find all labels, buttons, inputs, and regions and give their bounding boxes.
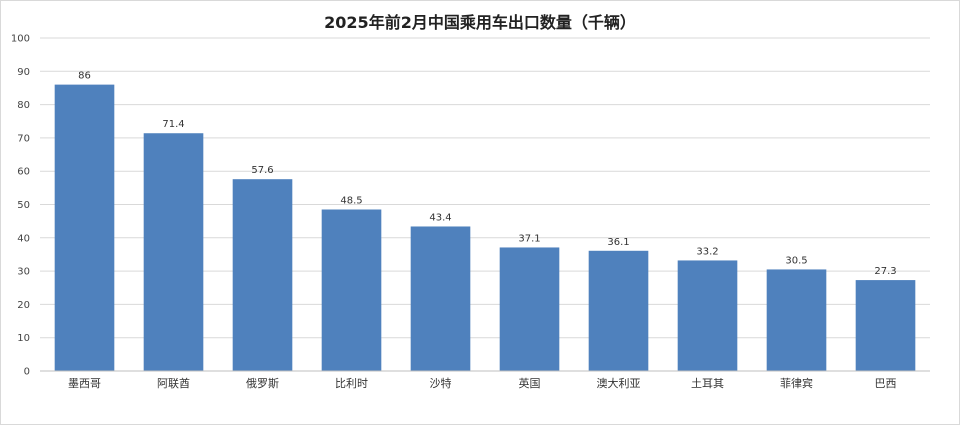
bar	[588, 250, 649, 371]
x-tick-label: 土耳其	[691, 377, 724, 390]
chart-title: 2025年前2月中国乘用车出口数量（千辆）	[324, 13, 636, 32]
bar	[410, 226, 471, 371]
bar	[54, 84, 115, 372]
y-tick-label: 20	[17, 300, 30, 311]
y-tick-label: 50	[17, 200, 30, 211]
y-tick-label: 100	[11, 34, 30, 45]
x-tick-label: 墨西哥	[68, 377, 101, 390]
y-tick-label: 40	[17, 233, 30, 244]
y-tick-label: 30	[17, 267, 30, 278]
data-label: 37.1	[518, 233, 540, 244]
y-tick-label: 10	[17, 333, 30, 344]
bar	[499, 247, 560, 371]
x-tick-label: 比利时	[335, 377, 368, 390]
y-tick-label: 0	[24, 367, 30, 378]
x-tick-label: 澳大利亚	[597, 376, 641, 390]
data-label: 57.6	[251, 165, 273, 176]
x-tick-label: 巴西	[875, 377, 897, 390]
bar	[321, 209, 382, 371]
y-tick-label: 80	[17, 100, 30, 111]
x-tick-label: 菲律宾	[780, 376, 813, 390]
y-tick-label: 90	[17, 67, 30, 78]
x-tick-label: 英国	[519, 376, 541, 390]
data-label: 86	[78, 71, 91, 82]
bar	[143, 133, 204, 371]
y-tick-label: 70	[17, 133, 30, 144]
x-tick-label: 俄罗斯	[246, 377, 279, 390]
data-label: 33.2	[696, 246, 718, 257]
x-tick-label: 阿联酋	[157, 376, 190, 390]
data-label: 48.5	[340, 195, 362, 206]
data-label: 43.4	[429, 212, 451, 223]
data-label: 30.5	[785, 255, 807, 266]
data-label: 36.1	[607, 237, 629, 248]
data-label: 71.4	[162, 119, 184, 130]
x-tick-label: 沙特	[430, 376, 452, 390]
y-tick-label: 60	[17, 167, 30, 178]
bar	[677, 260, 738, 371]
data-label: 27.3	[874, 266, 896, 277]
bar	[232, 179, 293, 371]
bar	[855, 280, 916, 371]
bar	[766, 269, 827, 371]
